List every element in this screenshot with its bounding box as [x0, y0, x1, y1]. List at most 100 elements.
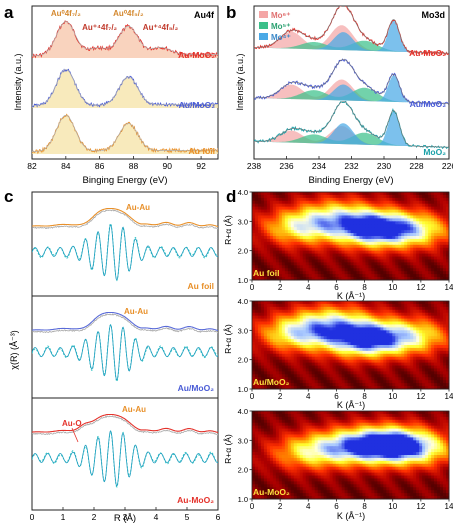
heatmap-cell: [257, 345, 262, 349]
heatmap-cell: [443, 374, 447, 378]
heatmap-cell: [308, 271, 313, 275]
heatmap-cell: [407, 350, 411, 355]
heatmap-cell: [278, 411, 283, 415]
heatmap-cell: [410, 206, 414, 210]
heatmap-cell: [434, 227, 438, 231]
heatmap-cell: [252, 440, 256, 444]
heatmap-cell: [425, 247, 429, 252]
heatmap-cell: [377, 333, 381, 337]
heatmap-cell: [293, 200, 298, 205]
heatmap-cell: [368, 362, 372, 366]
heatmap-cell: [252, 227, 256, 231]
heatmap-cell: [287, 230, 292, 234]
heatmap-cell: [410, 443, 414, 447]
heatmap-cell: [284, 374, 289, 378]
heatmap-cell: [401, 416, 405, 421]
heatmap-cell: [311, 318, 316, 322]
heatmap-cell: [254, 333, 259, 337]
heatmap-cell: [401, 203, 405, 208]
heatmap-cell: [422, 241, 426, 246]
heatmap-cell: [371, 386, 375, 390]
heatmap-cell: [446, 440, 450, 444]
heatmap-cell: [311, 230, 316, 234]
heatmap-cell: [335, 422, 339, 427]
heatmap-cell: [287, 380, 292, 384]
heatmap-cell: [446, 303, 450, 308]
heatmap-cell: [422, 413, 426, 418]
heatmap-cell: [359, 374, 363, 378]
heatmap-cell: [404, 383, 408, 387]
heatmap-cell: [401, 265, 405, 269]
heatmap-cell: [416, 236, 420, 240]
heatmap-cell: [320, 236, 325, 240]
heatmap-cell: [386, 386, 390, 390]
heatmap-cell: [398, 265, 402, 269]
heatmap-cell: [350, 377, 354, 381]
heatmap-cell: [416, 262, 420, 266]
panel-b-legend: Mo⁶⁺ Mo⁵⁺ Mo⁴⁺: [259, 11, 291, 42]
heatmap-cell: [254, 197, 259, 202]
heatmap-cell: [392, 339, 396, 343]
heatmap-cell: [269, 365, 274, 369]
heatmap-cell: [425, 356, 429, 361]
heatmap-cell: [377, 330, 381, 334]
heatmap-cell: [377, 244, 381, 249]
heatmap-cell: [359, 197, 363, 202]
heatmap-cell: [296, 236, 301, 240]
heatmap-cell: [335, 425, 339, 429]
heatmap-cell: [341, 271, 345, 275]
heatmap-cell: [410, 212, 414, 216]
heatmap-cell: [341, 301, 345, 305]
heatmap-cell: [257, 377, 262, 381]
heatmap-cell: [278, 440, 283, 444]
heatmap-cell: [290, 330, 295, 334]
heatmap-cell: [293, 380, 298, 384]
heatmap-cell: [308, 256, 313, 260]
heatmap-cell: [356, 218, 360, 222]
heatmap-cell: [410, 374, 414, 378]
heatmap-cell: [371, 419, 375, 424]
heatmap-cell: [338, 449, 342, 453]
heatmap-cell: [275, 321, 280, 325]
heatmap-cell: [278, 241, 283, 246]
heatmap-cell: [278, 446, 283, 450]
heatmap-cell: [308, 277, 313, 281]
heatmap-cell: [407, 238, 411, 243]
heatmap-cell: [299, 362, 304, 366]
heatmap-cell: [299, 241, 304, 246]
heatmap-cell: [296, 416, 301, 421]
heatmap-cell: [284, 277, 289, 281]
heatmap-cell: [347, 212, 351, 216]
heatmap-cell: [398, 374, 402, 378]
heatmap-cell: [407, 386, 411, 390]
heatmap-cell: [371, 446, 375, 450]
heatmap-cell: [302, 194, 307, 199]
heatmap-cell: [356, 347, 360, 352]
heatmap-cell: [272, 312, 277, 317]
heatmap-cell: [401, 241, 405, 246]
heatmap-cell: [347, 449, 351, 453]
heatmap-cell: [341, 431, 345, 435]
heatmap-cell: [350, 324, 354, 328]
heatmap-cell: [263, 256, 268, 260]
heatmap-cell: [338, 253, 342, 257]
heatmap-cell: [293, 215, 298, 219]
heatmap-cell: [299, 277, 304, 281]
heatmap-cell: [362, 194, 366, 199]
heatmap-cell: [263, 362, 268, 366]
heatmap-cell: [281, 262, 286, 266]
heatmap-cell: [323, 350, 328, 355]
heatmap-cell: [278, 244, 283, 249]
heatmap-cell: [401, 330, 405, 334]
heatmap-cell: [263, 345, 268, 349]
heatmap-cell: [305, 347, 310, 352]
heatmap-cell: [260, 327, 265, 331]
heatmap-cell: [383, 330, 387, 334]
heatmap-cell: [269, 443, 274, 447]
heatmap-cell: [395, 327, 399, 331]
heatmap-cell: [293, 221, 298, 225]
heatmap-cell: [437, 241, 441, 246]
heatmap-cell: [431, 425, 435, 429]
heatmap-cell: [368, 200, 372, 205]
panel-b-ylabel: Intensity (a.u.): [235, 53, 245, 110]
